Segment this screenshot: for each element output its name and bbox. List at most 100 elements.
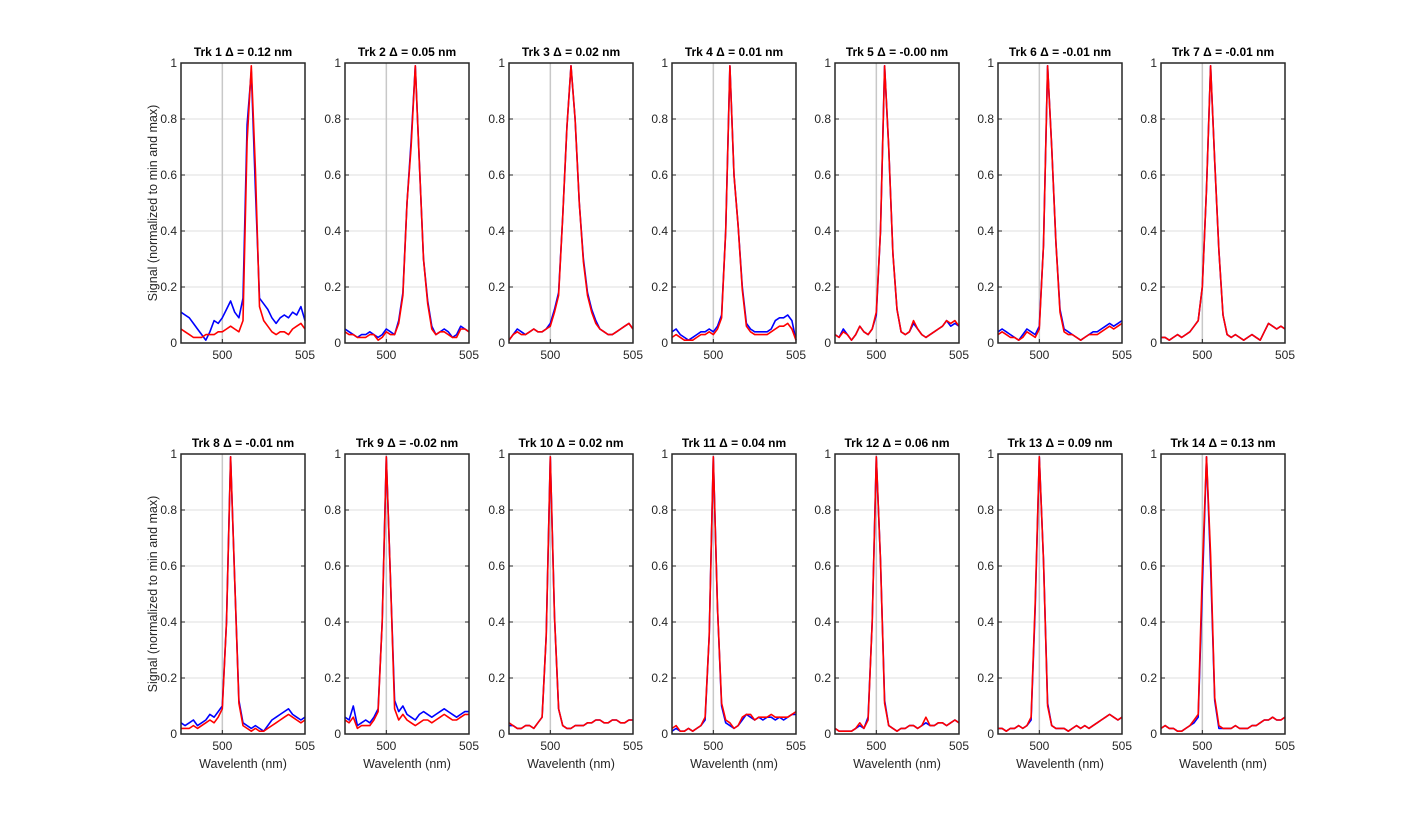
y-tick-label: 1 <box>1150 447 1157 461</box>
y-tick-label: 0.8 <box>651 112 668 126</box>
series-line-red <box>181 455 306 733</box>
series-line-red <box>671 65 797 342</box>
y-tick-label: 0.8 <box>651 503 668 517</box>
panel-8: 0 0.2 0.4 0.6 0.8 1 500 505 Trk 8 Δ = -0.01 nm Wa… <box>160 436 315 771</box>
y-tick-label: 0.8 <box>977 503 994 517</box>
y-tick-label: 0.4 <box>488 224 505 238</box>
y-tick-label: 1 <box>987 447 994 461</box>
x-tick-label: 505 <box>459 348 479 362</box>
panel-title: Trk 7 Δ = -0.01 nm <box>1172 45 1274 59</box>
y-tick-label: 1 <box>1150 56 1157 70</box>
series-line-red <box>671 455 797 733</box>
x-tick-label: 505 <box>1275 739 1295 753</box>
panel-title: Trk 3 Δ = 0.02 nm <box>522 45 620 59</box>
y-tick-label: 0.4 <box>488 615 505 629</box>
y-tick-label: 0 <box>987 336 994 350</box>
series-line-blue <box>180 455 306 733</box>
panel-title: Trk 5 Δ = -0.00 nm <box>846 45 948 59</box>
y-tick-label: 1 <box>661 56 668 70</box>
x-tick-label: 500 <box>703 348 723 362</box>
y-tick-label: 1 <box>987 56 994 70</box>
y-tick-label: 0.2 <box>977 280 994 294</box>
y-tick-label: 0.8 <box>1140 503 1157 517</box>
x-tick-label: 505 <box>949 348 969 362</box>
y-tick-label: 0.4 <box>651 224 668 238</box>
x-tick-label: 505 <box>1112 739 1132 753</box>
y-tick-label: 1 <box>334 56 341 70</box>
axes-box <box>671 453 797 735</box>
panel-title: Trk 1 Δ = 0.12 nm <box>194 45 292 59</box>
y-tick-label: 0.6 <box>977 559 994 573</box>
y-tick-label: 0.2 <box>488 671 505 685</box>
y-tick-label: 0 <box>334 336 341 350</box>
panel-11: 0 0.2 0.4 0.6 0.8 1 500 505 Trk 11 Δ = 0.04 nm Wa… <box>651 436 806 771</box>
y-tick-label: 0.2 <box>1140 280 1157 294</box>
xlabel: Wavelenth (nm) <box>363 757 451 771</box>
y-tick-label: 0.2 <box>488 280 505 294</box>
axes-box <box>344 62 470 344</box>
series-line-red <box>508 455 633 730</box>
series-line-blue <box>671 65 797 342</box>
y-tick-label: 1 <box>661 447 668 461</box>
x-tick-label: 505 <box>949 739 969 753</box>
series-line-red <box>997 65 1123 342</box>
x-tick-label: 505 <box>459 739 479 753</box>
axes-box <box>1160 453 1286 735</box>
y-tick-label: 0.4 <box>324 615 341 629</box>
y-tick-label: 0 <box>170 336 177 350</box>
y-tick-label: 0 <box>824 336 831 350</box>
y-tick-label: 0.2 <box>651 671 668 685</box>
y-tick-label: 0.2 <box>324 671 341 685</box>
x-tick-label: 505 <box>1275 348 1295 362</box>
x-tick-label: 500 <box>866 348 886 362</box>
y-tick-label: 0.2 <box>160 280 177 294</box>
series-line-blue <box>834 455 960 733</box>
y-tick-label: 1 <box>824 56 831 70</box>
panel-4: 0 0.2 0.4 0.6 0.8 1 500 505 Trk 4 Δ = 0.01 nm <box>651 45 806 362</box>
y-tick-label: 0.8 <box>324 112 341 126</box>
axes-box <box>180 453 306 735</box>
y-tick-label: 0 <box>661 336 668 350</box>
y-tick-label: 0.4 <box>1140 615 1157 629</box>
x-tick-label: 500 <box>376 348 396 362</box>
axes-box <box>508 453 634 735</box>
panel-13: 0 0.2 0.4 0.6 0.8 1 500 505 Trk 13 Δ = 0.09 nm Wa… <box>977 436 1132 771</box>
y-tick-label: 0 <box>498 727 505 741</box>
y-tick-label: 1 <box>170 56 177 70</box>
x-tick-label: 500 <box>1192 739 1212 753</box>
y-tick-label: 0 <box>987 727 994 741</box>
y-tick-label: 0.6 <box>1140 559 1157 573</box>
panel-title: Trk 10 Δ = 0.02 nm <box>518 436 623 450</box>
ylabel-row-2: Signal (normalized to min and max) <box>146 496 160 693</box>
y-tick-label: 0.4 <box>977 224 994 238</box>
x-tick-label: 500 <box>376 739 396 753</box>
series-line-blue <box>1161 65 1286 342</box>
panel-title: Trk 9 Δ = -0.02 nm <box>356 436 458 450</box>
panel-12: 0 0.2 0.4 0.6 0.8 1 500 505 Trk 12 Δ = 0.06 nm Wa… <box>814 436 969 771</box>
y-tick-label: 0.6 <box>814 168 831 182</box>
xlabel: Wavelenth (nm) <box>527 757 615 771</box>
y-tick-label: 1 <box>334 447 341 461</box>
y-tick-label: 0 <box>170 727 177 741</box>
y-tick-label: 0.8 <box>488 503 505 517</box>
x-tick-label: 500 <box>1029 739 1049 753</box>
y-tick-label: 0.2 <box>814 280 831 294</box>
panel-title: Trk 14 Δ = 0.13 nm <box>1170 436 1275 450</box>
y-tick-label: 0 <box>1150 336 1157 350</box>
y-tick-label: 1 <box>498 56 505 70</box>
y-tick-label: 0.4 <box>324 224 341 238</box>
x-tick-label: 500 <box>866 739 886 753</box>
y-tick-label: 0.2 <box>977 671 994 685</box>
x-tick-label: 500 <box>540 348 560 362</box>
xlabel: Wavelenth (nm) <box>199 757 287 771</box>
axes-box <box>671 62 797 344</box>
x-tick-label: 500 <box>1029 348 1049 362</box>
series-line-blue <box>344 455 469 727</box>
panel-title: Trk 12 Δ = 0.06 nm <box>844 436 949 450</box>
panel-6: 0 0.2 0.4 0.6 0.8 1 500 505 Trk 6 Δ = -0.01 nm <box>977 45 1132 362</box>
panel-title: Trk 2 Δ = 0.05 nm <box>358 45 456 59</box>
panel-title: Trk 13 Δ = 0.09 nm <box>1007 436 1112 450</box>
ylabel-row-1: Signal (normalized to min and max) <box>146 105 160 302</box>
x-tick-label: 500 <box>1192 348 1212 362</box>
y-tick-label: 0.8 <box>488 112 505 126</box>
